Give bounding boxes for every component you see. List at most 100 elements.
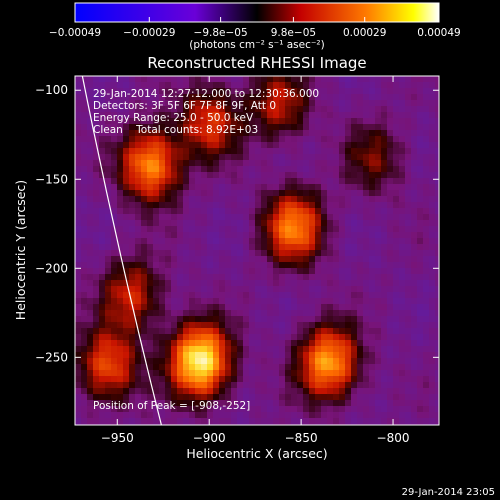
heatmap-cell — [309, 220, 315, 226]
heatmap-cell — [75, 106, 81, 112]
heatmap-cell — [237, 166, 243, 172]
heatmap-cell — [405, 208, 411, 214]
heatmap-cell — [435, 196, 439, 202]
heatmap-cell — [207, 250, 213, 256]
heatmap-cell — [183, 406, 189, 412]
heatmap-cell — [411, 208, 417, 214]
heatmap-cell — [387, 262, 393, 268]
heatmap-cell — [417, 100, 423, 106]
heatmap-cell — [315, 340, 321, 346]
heatmap-cell — [267, 88, 273, 94]
heatmap-cell — [387, 292, 393, 298]
heatmap-cell — [315, 244, 321, 250]
heatmap-cell — [393, 412, 399, 418]
heatmap-cell — [255, 76, 261, 82]
heatmap-cell — [405, 142, 411, 148]
heatmap-cell — [87, 364, 93, 370]
heatmap-cell — [159, 280, 165, 286]
heatmap-cell — [393, 340, 399, 346]
heatmap-cell — [321, 166, 327, 172]
heatmap-cell — [351, 172, 357, 178]
heatmap-cell — [339, 94, 345, 100]
heatmap-cell — [129, 178, 135, 184]
heatmap-cell — [405, 178, 411, 184]
heatmap-cell — [345, 244, 351, 250]
heatmap-cell — [195, 358, 201, 364]
heatmap-cell — [147, 142, 153, 148]
heatmap-cell — [225, 358, 231, 364]
heatmap-cell — [339, 124, 345, 130]
heatmap-cell — [303, 160, 309, 166]
heatmap-cell — [285, 370, 291, 376]
colorbar-tick-label: 0.00049 — [417, 27, 460, 39]
heatmap-cell — [387, 400, 393, 406]
heatmap-cell — [225, 418, 231, 424]
heatmap-cell — [189, 322, 195, 328]
heatmap-cell — [297, 202, 303, 208]
heatmap-cell — [183, 82, 189, 88]
heatmap-cell — [177, 76, 183, 82]
heatmap-cell — [255, 142, 261, 148]
heatmap-cell — [309, 292, 315, 298]
heatmap-cell — [261, 178, 267, 184]
heatmap-cell — [279, 76, 285, 82]
heatmap-cell — [423, 112, 429, 118]
heatmap-cell — [249, 184, 255, 190]
heatmap-cell — [105, 250, 111, 256]
heatmap-cell — [429, 322, 435, 328]
heatmap-cell — [243, 142, 249, 148]
heatmap-cell — [369, 232, 375, 238]
heatmap-cell — [87, 100, 93, 106]
heatmap-cell — [213, 304, 219, 310]
heatmap-cell — [219, 400, 225, 406]
heatmap-cell — [219, 358, 225, 364]
heatmap-cell — [201, 382, 207, 388]
heatmap-cell — [357, 322, 363, 328]
heatmap-cell — [429, 244, 435, 250]
heatmap-cell — [369, 418, 375, 424]
heatmap-cell — [381, 280, 387, 286]
heatmap-cell — [327, 82, 333, 88]
heatmap-cell — [225, 292, 231, 298]
heatmap-cell — [369, 118, 375, 124]
heatmap-cell — [201, 328, 207, 334]
heatmap-cell — [237, 280, 243, 286]
heatmap-cell — [183, 280, 189, 286]
heatmap-cell — [159, 214, 165, 220]
colorbar-gradient — [74, 2, 440, 23]
heatmap-cell — [87, 184, 93, 190]
plot-frame — [74, 75, 440, 426]
heatmap-cell — [171, 316, 177, 322]
heatmap-cell — [327, 406, 333, 412]
heatmap-cell — [417, 118, 423, 124]
heatmap-cell — [225, 262, 231, 268]
heatmap-cell — [219, 328, 225, 334]
heatmap-cell — [327, 244, 333, 250]
heatmap-cell — [249, 154, 255, 160]
heatmap-cell — [243, 400, 249, 406]
heatmap-cell — [273, 220, 279, 226]
heatmap-cell — [315, 184, 321, 190]
heatmap-cell — [129, 340, 135, 346]
heatmap-cell — [111, 196, 117, 202]
heatmap-cell — [225, 400, 231, 406]
heatmap-cell — [417, 178, 423, 184]
heatmap-cell — [99, 316, 105, 322]
heatmap-cell — [393, 304, 399, 310]
heatmap-cell — [237, 418, 243, 424]
heatmap-cell — [315, 394, 321, 400]
heatmap-cell — [87, 226, 93, 232]
heatmap-cell — [369, 262, 375, 268]
heatmap-cell — [363, 400, 369, 406]
heatmap-cell — [291, 346, 297, 352]
heatmap-cell — [177, 166, 183, 172]
heatmap-cell — [159, 100, 165, 106]
heatmap-cell — [291, 166, 297, 172]
heatmap-cell — [399, 208, 405, 214]
heatmap-cell — [207, 112, 213, 118]
heatmap-cell — [435, 418, 439, 424]
heatmap-cell — [165, 172, 171, 178]
heatmap-cell — [405, 118, 411, 124]
heatmap-cell — [147, 250, 153, 256]
heatmap-cell — [357, 232, 363, 238]
